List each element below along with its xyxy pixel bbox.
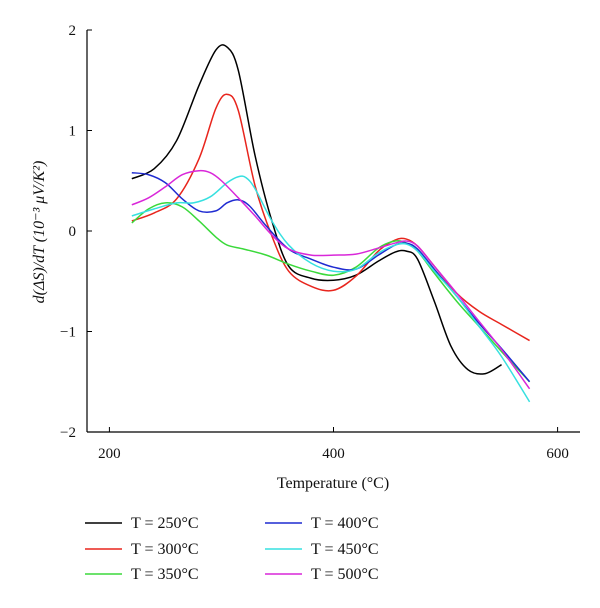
y-axis-title: d(ΔS)/dT (10⁻³ μV/K²) [31,161,48,304]
legend-label-6: T = 500°C [311,566,379,583]
y-ticks: 2 1 0 −1 −2 [60,23,92,441]
legend-label-2: T = 300°C [131,541,199,558]
x-ticks: 200 400 600 [98,427,569,462]
legend-label-5: T = 450°C [311,541,379,558]
legend-label-3: T = 350°C [131,566,199,583]
series-line-4 [131,171,531,383]
legend: T = 250°C T = 300°C T = 350°C T = 400°C T = … [85,515,379,583]
series-line-1 [131,44,502,375]
x-axis-title: Temperature (°C) [277,475,389,492]
y-tick-label: 1 [69,124,77,140]
x-tick-label: 200 [98,446,121,462]
series-line-3 [131,202,531,383]
y-tick-label: 0 [69,224,77,240]
legend-label-4: T = 400°C [311,515,379,532]
y-tick-label: −1 [60,325,76,341]
x-tick-label: 600 [546,446,569,462]
series-line-2 [131,93,530,342]
y-tick-label: 2 [69,23,77,39]
x-tick-label: 400 [322,446,345,462]
series-line-5 [131,175,531,403]
legend-label-1: T = 250°C [131,515,199,532]
plot-lines [131,44,531,403]
series-line-6 [131,169,531,390]
y-tick-label: −2 [60,425,76,441]
